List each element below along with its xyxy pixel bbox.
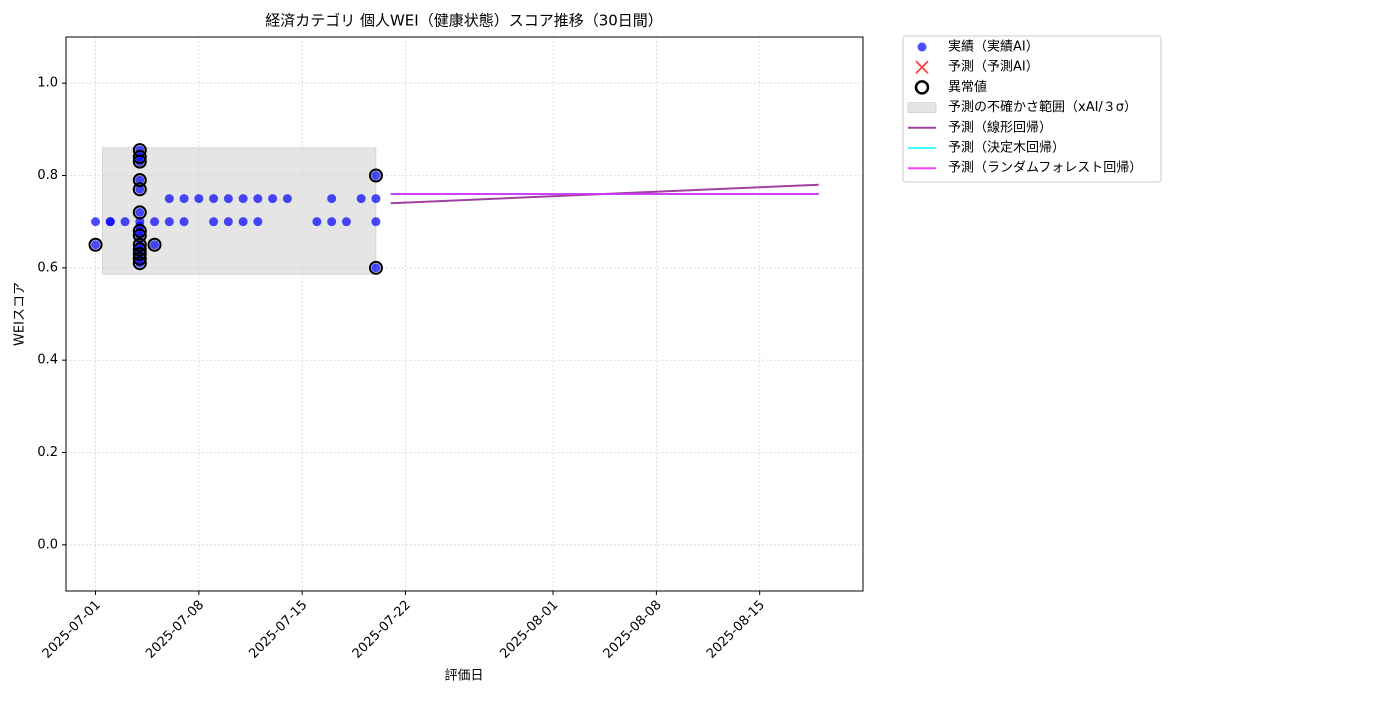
actual-point xyxy=(164,194,174,204)
actual-point xyxy=(312,217,322,227)
actual-point xyxy=(120,217,130,227)
legend-label: 予測（線形回帰） xyxy=(948,119,1052,135)
actual-point xyxy=(135,240,145,250)
outlier-ring xyxy=(132,205,147,220)
actual-point xyxy=(135,217,145,227)
actual-point xyxy=(135,175,145,185)
legend-label: 予測（予測AI） xyxy=(948,60,1039,75)
y-tick-label: 1.0 xyxy=(37,76,58,91)
legend-marker xyxy=(907,102,937,113)
actual-point xyxy=(327,217,337,227)
legend-label: 予測（ランダムフォレスト回帰） xyxy=(948,160,1142,176)
x-tick-label: 2025-07-22 xyxy=(350,598,414,662)
outlier-ring xyxy=(368,260,383,275)
actual-point xyxy=(135,207,145,217)
actual-point xyxy=(253,194,263,204)
x-tick-label: 2025-08-15 xyxy=(704,598,768,662)
actual-point xyxy=(371,263,381,273)
y-tick-label: 0.4 xyxy=(37,353,58,368)
outlier-ring xyxy=(147,237,162,252)
actual-point xyxy=(150,240,160,250)
outlier-ring xyxy=(132,256,147,271)
outlier-ring xyxy=(132,228,147,243)
outlier-ring xyxy=(132,150,147,165)
actual-point xyxy=(150,217,160,227)
y-tick-label: 0.6 xyxy=(37,260,58,275)
outlier-ring xyxy=(88,237,103,252)
actual-point xyxy=(194,194,204,204)
actual-point xyxy=(209,194,219,204)
outlier-ring xyxy=(368,168,383,183)
y-tick-label: 0.2 xyxy=(37,445,58,460)
y-axis-label: WEIスコア xyxy=(13,282,28,346)
outlier-ring xyxy=(132,237,147,252)
actual-point xyxy=(282,194,292,204)
x-tick-label: 2025-08-01 xyxy=(497,598,561,662)
legend-label: 異常値 xyxy=(948,79,987,95)
actual-point xyxy=(91,240,101,250)
actual-point xyxy=(327,194,337,204)
legend-label: 予測（決定木回帰） xyxy=(948,140,1065,156)
legend-marker xyxy=(915,60,929,74)
actual-point xyxy=(356,194,366,204)
chart-title: 経済カテゴリ 個人WEI（健康状態）スコア推移（30日間） xyxy=(265,12,663,30)
actual-point xyxy=(268,194,278,204)
outlier-ring xyxy=(132,182,147,197)
plot-frame xyxy=(65,36,864,592)
y-tick-label: 0.0 xyxy=(37,537,58,552)
outlier-ring xyxy=(132,246,147,261)
outlier-ring xyxy=(132,223,147,238)
legend-label: 実績（実績AI） xyxy=(948,39,1039,55)
x-tick-label: 2025-07-01 xyxy=(40,598,104,662)
actual-point xyxy=(371,171,381,180)
outlier-ring xyxy=(132,242,147,257)
x-tick-label: 2025-07-15 xyxy=(246,598,310,662)
legend-box xyxy=(902,35,1162,183)
legend-marker xyxy=(914,80,930,95)
x-tick-label: 2025-07-08 xyxy=(143,598,207,662)
y-tick-label: 0.8 xyxy=(37,168,58,183)
outlier-ring xyxy=(132,251,147,266)
actual-point xyxy=(341,217,351,227)
actual-point xyxy=(164,217,174,227)
actual-point xyxy=(209,217,219,227)
actual-point xyxy=(135,184,145,194)
actual-point xyxy=(371,217,381,227)
actual-point xyxy=(179,194,189,204)
actual-point xyxy=(238,217,248,227)
actual-point xyxy=(371,194,381,204)
x-axis-label: 評価日 xyxy=(444,669,483,684)
actual-point xyxy=(179,217,189,227)
actual-point xyxy=(238,194,248,204)
actual-point xyxy=(253,217,263,227)
actual-point xyxy=(105,217,115,227)
actual-point xyxy=(223,194,233,204)
uncertainty-band xyxy=(102,147,377,275)
outlier-ring xyxy=(132,143,147,158)
actual-point xyxy=(91,217,101,227)
legend-marker xyxy=(917,42,927,52)
x-tick-label: 2025-08-08 xyxy=(601,598,665,662)
actual-point xyxy=(223,217,233,227)
legend-label: 予測の不確かさ範囲（xAI/３σ） xyxy=(948,99,1137,115)
outlier-ring xyxy=(132,173,147,188)
